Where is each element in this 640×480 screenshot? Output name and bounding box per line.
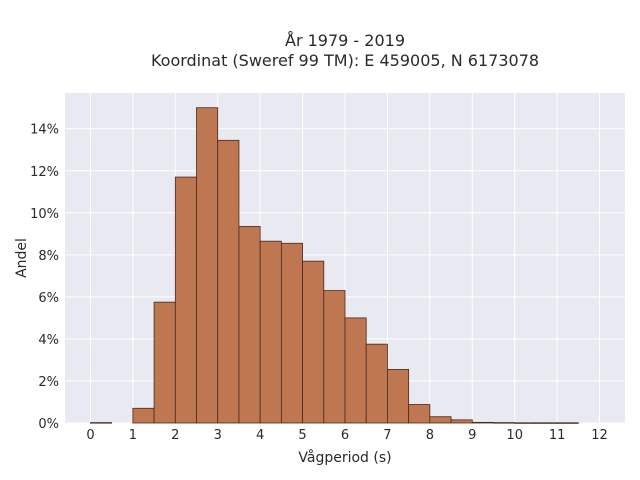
histogram-bar	[387, 369, 410, 424]
x-tick-label: 1	[129, 428, 137, 443]
y-tick-label: 8%	[38, 249, 59, 264]
chart-title-line-2: Koordinat (Sweref 99 TM): E 459005, N 61…	[151, 51, 539, 70]
histogram-bar	[429, 416, 452, 424]
y-tick-label: 10%	[30, 207, 59, 222]
y-tick-label: 12%	[30, 165, 59, 180]
y-tick-label: 14%	[30, 123, 59, 138]
y-tick-label: 0%	[38, 417, 59, 432]
y-tick-labels: 0% 2% 4% 6% 8% 10% 12% 14%	[30, 123, 59, 432]
x-tick-label: 2	[171, 428, 179, 443]
histogram-bar	[174, 176, 197, 424]
x-tick-label: 9	[468, 428, 476, 443]
histogram-bar	[238, 226, 261, 424]
histogram-bar	[323, 290, 346, 424]
histogram-bar	[408, 404, 431, 424]
bars	[90, 107, 579, 424]
histogram-bar	[535, 422, 558, 424]
histogram-bar	[365, 343, 388, 424]
histogram-bar	[302, 260, 325, 424]
x-tick-label: 3	[214, 428, 222, 443]
histogram-bar	[556, 422, 579, 424]
histogram-bar	[153, 301, 176, 424]
x-tick-label: 6	[341, 428, 349, 443]
y-axis-label: Andel	[14, 238, 30, 278]
y-tick-label: 2%	[38, 375, 59, 390]
x-tick-label: 0	[86, 428, 94, 443]
histogram-bar	[471, 421, 494, 424]
x-tick-label: 11	[549, 428, 566, 443]
x-tick-label: 7	[383, 428, 391, 443]
histogram-bar	[132, 407, 155, 424]
x-tick-labels: 0 1 2 3 4 5 6 7 8 9 10 11 12	[86, 428, 608, 443]
histogram-bar	[280, 242, 303, 424]
histogram-bar	[344, 317, 367, 424]
histogram-bar	[493, 422, 516, 424]
histogram-bar	[196, 107, 219, 424]
histogram-bar	[217, 139, 240, 424]
histogram-bar	[259, 240, 282, 424]
histogram-bar	[514, 422, 537, 424]
chart-title-line-1: År 1979 - 2019	[285, 31, 405, 50]
x-tick-label: 4	[256, 428, 264, 443]
y-tick-label: 6%	[38, 291, 59, 306]
histogram-bar	[90, 422, 113, 424]
y-tick-label: 4%	[38, 333, 59, 348]
x-tick-label: 12	[591, 428, 608, 443]
x-tick-label: 10	[506, 428, 523, 443]
x-axis-label: Vågperiod (s)	[298, 449, 391, 466]
histogram-bar	[450, 419, 473, 424]
x-tick-label: 5	[298, 428, 306, 443]
x-tick-label: 8	[426, 428, 434, 443]
